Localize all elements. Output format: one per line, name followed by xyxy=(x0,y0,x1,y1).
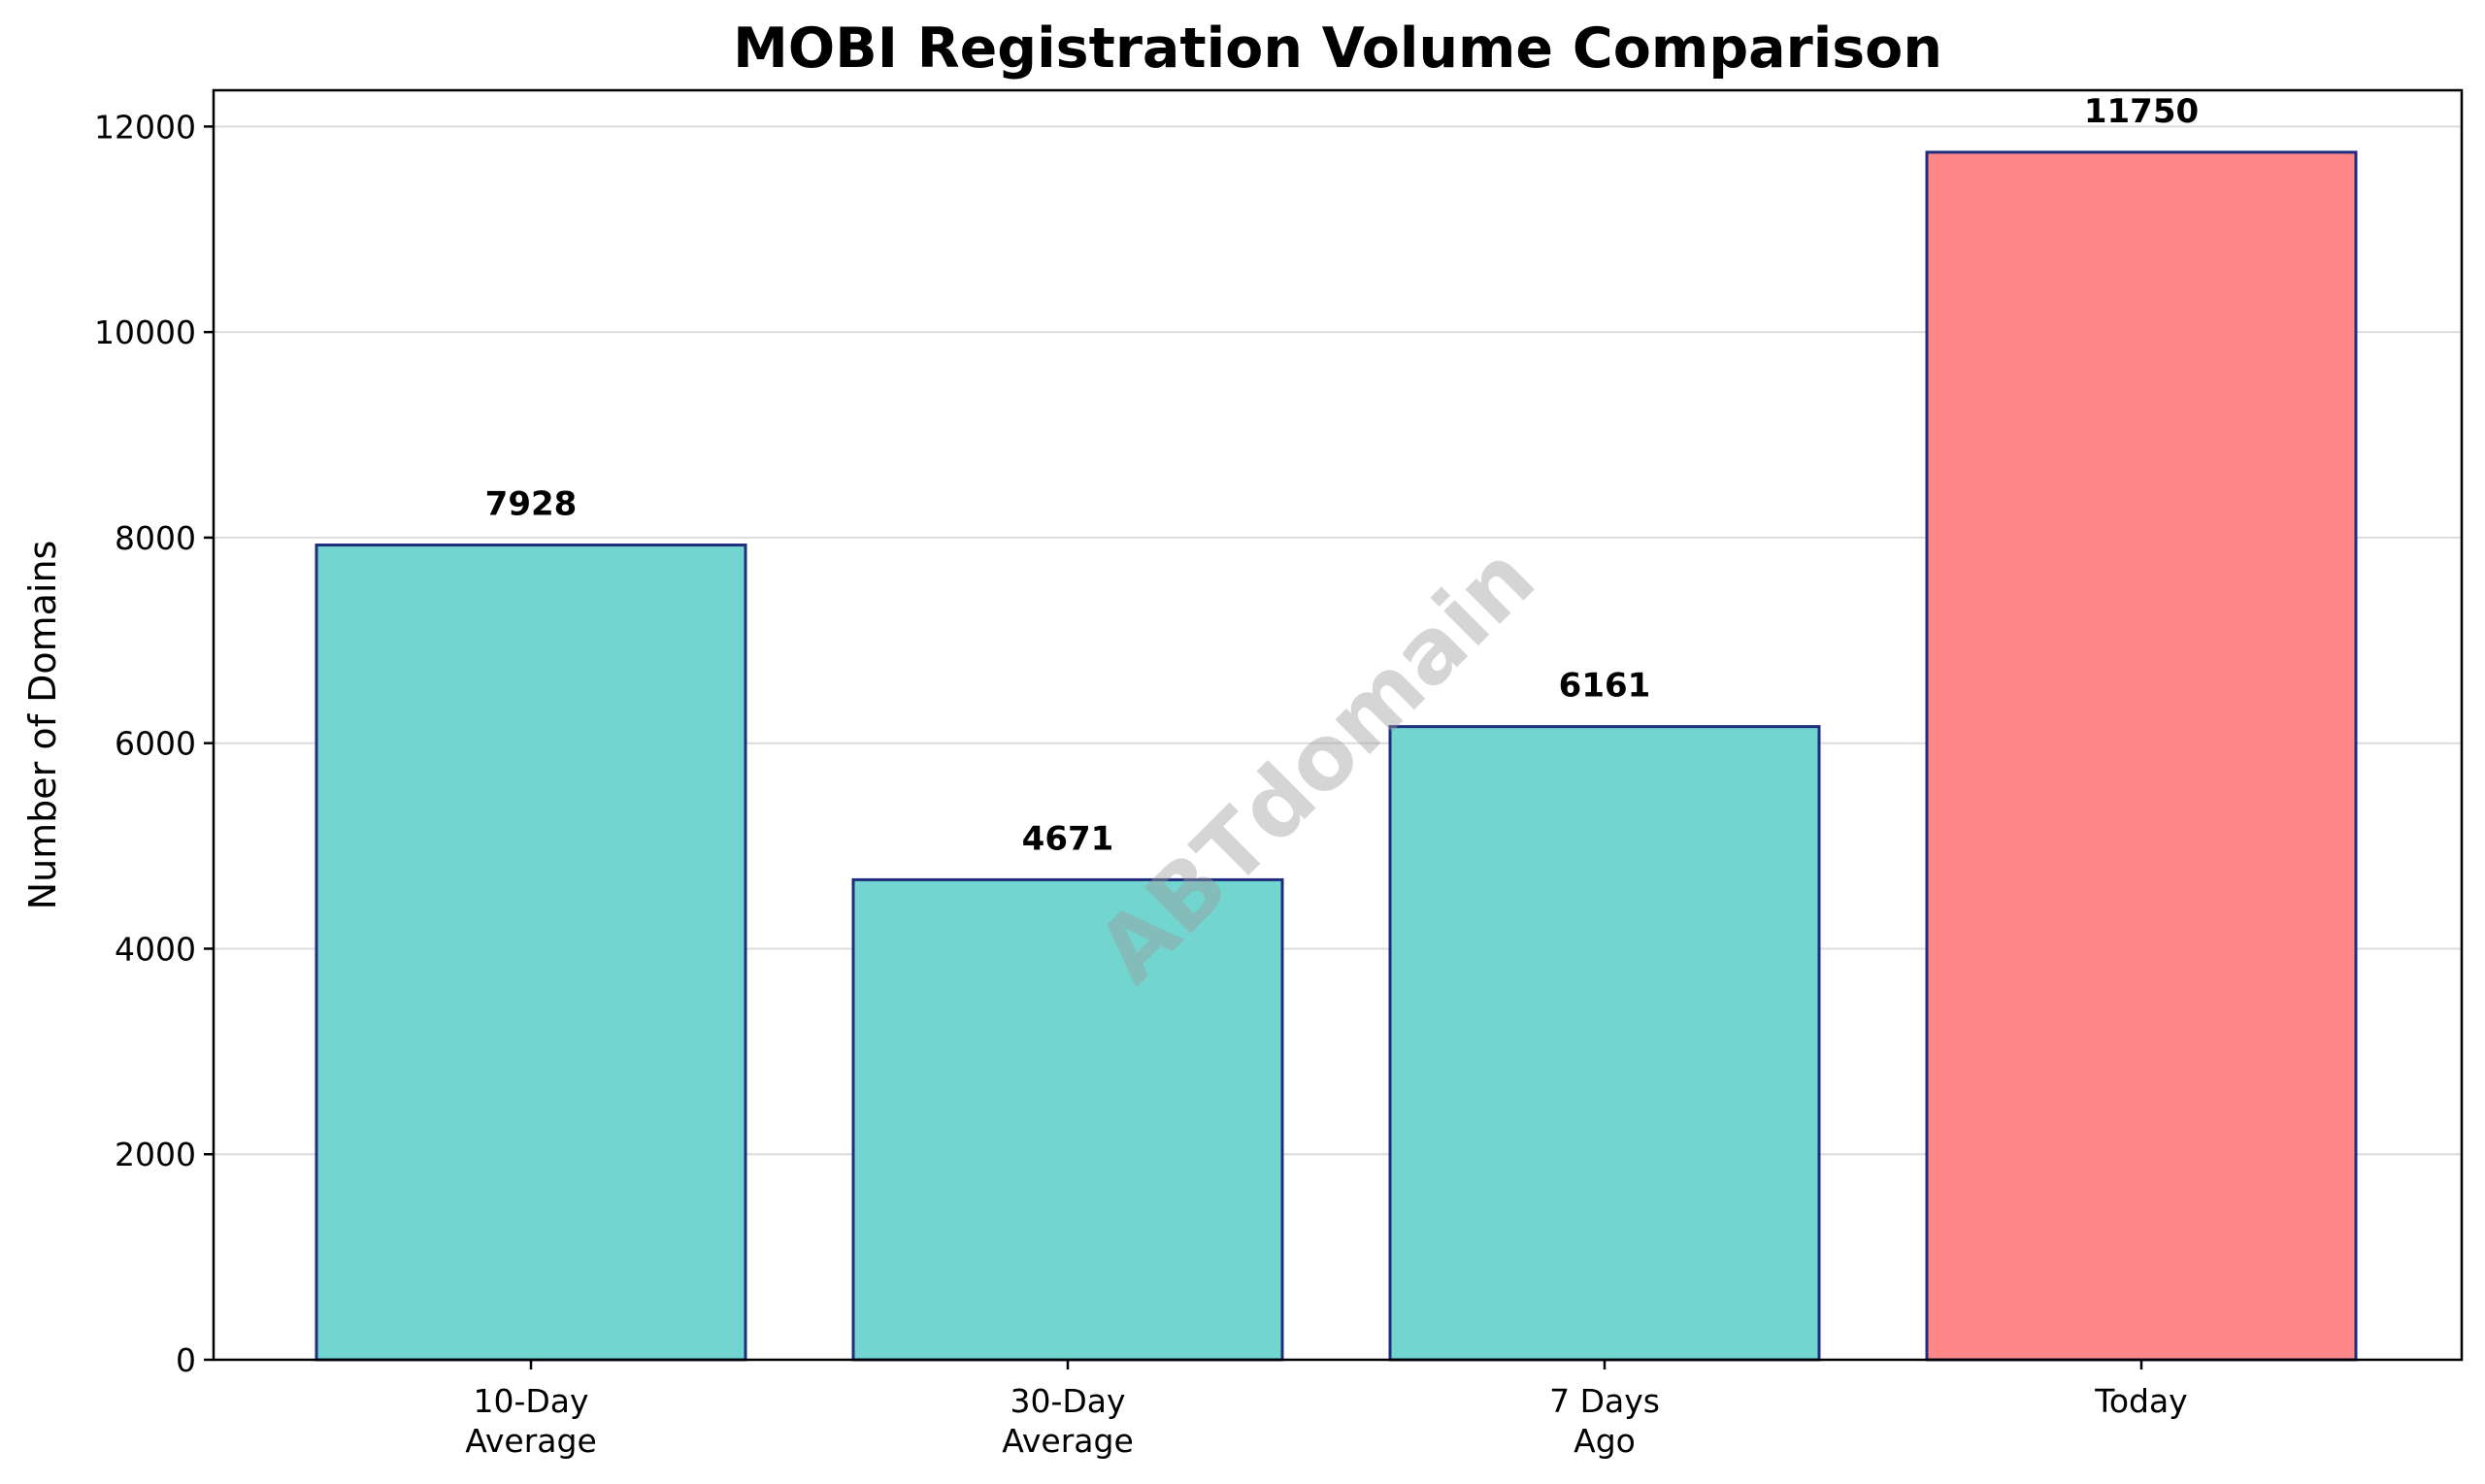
x-tick-label: Average xyxy=(1002,1422,1134,1460)
y-tick-label: 4000 xyxy=(115,930,196,968)
x-tick-label: 10-Day xyxy=(473,1382,588,1420)
x-tick-label: Today xyxy=(2094,1382,2187,1420)
bar xyxy=(1388,725,1821,1362)
y-tick-label: 6000 xyxy=(115,725,196,763)
bar xyxy=(315,544,747,1362)
bar-value-label: 6161 xyxy=(1559,667,1651,706)
x-tick-label: 7 Days xyxy=(1549,1382,1660,1420)
bar xyxy=(851,877,1284,1362)
chart-title: MOBI Registration Volume Comparison xyxy=(733,16,1942,81)
x-tick-label: Ago xyxy=(1574,1422,1636,1460)
y-tick-label: 8000 xyxy=(115,519,196,557)
bar xyxy=(1925,150,2358,1362)
bar-value-label: 7928 xyxy=(485,485,578,524)
bar-value-label: 11750 xyxy=(2084,92,2199,131)
plot-frame xyxy=(212,88,2464,1362)
x-tick-label: 30-Day xyxy=(1010,1382,1125,1420)
y-tick-label: 0 xyxy=(176,1341,196,1379)
data-labels: 7928 4671 6161 11750 xyxy=(485,92,2199,859)
x-tick-label: Average xyxy=(465,1422,597,1460)
y-axis-ticks: 0 2000 4000 6000 8000 10000 12000 xyxy=(94,108,214,1379)
y-tick-label: 2000 xyxy=(115,1136,196,1173)
y-axis-label: Number of Domains xyxy=(21,541,64,910)
y-tick-label: 12000 xyxy=(94,108,196,146)
y-tick-label: 10000 xyxy=(94,313,196,351)
bar-value-label: 4671 xyxy=(1022,819,1114,858)
